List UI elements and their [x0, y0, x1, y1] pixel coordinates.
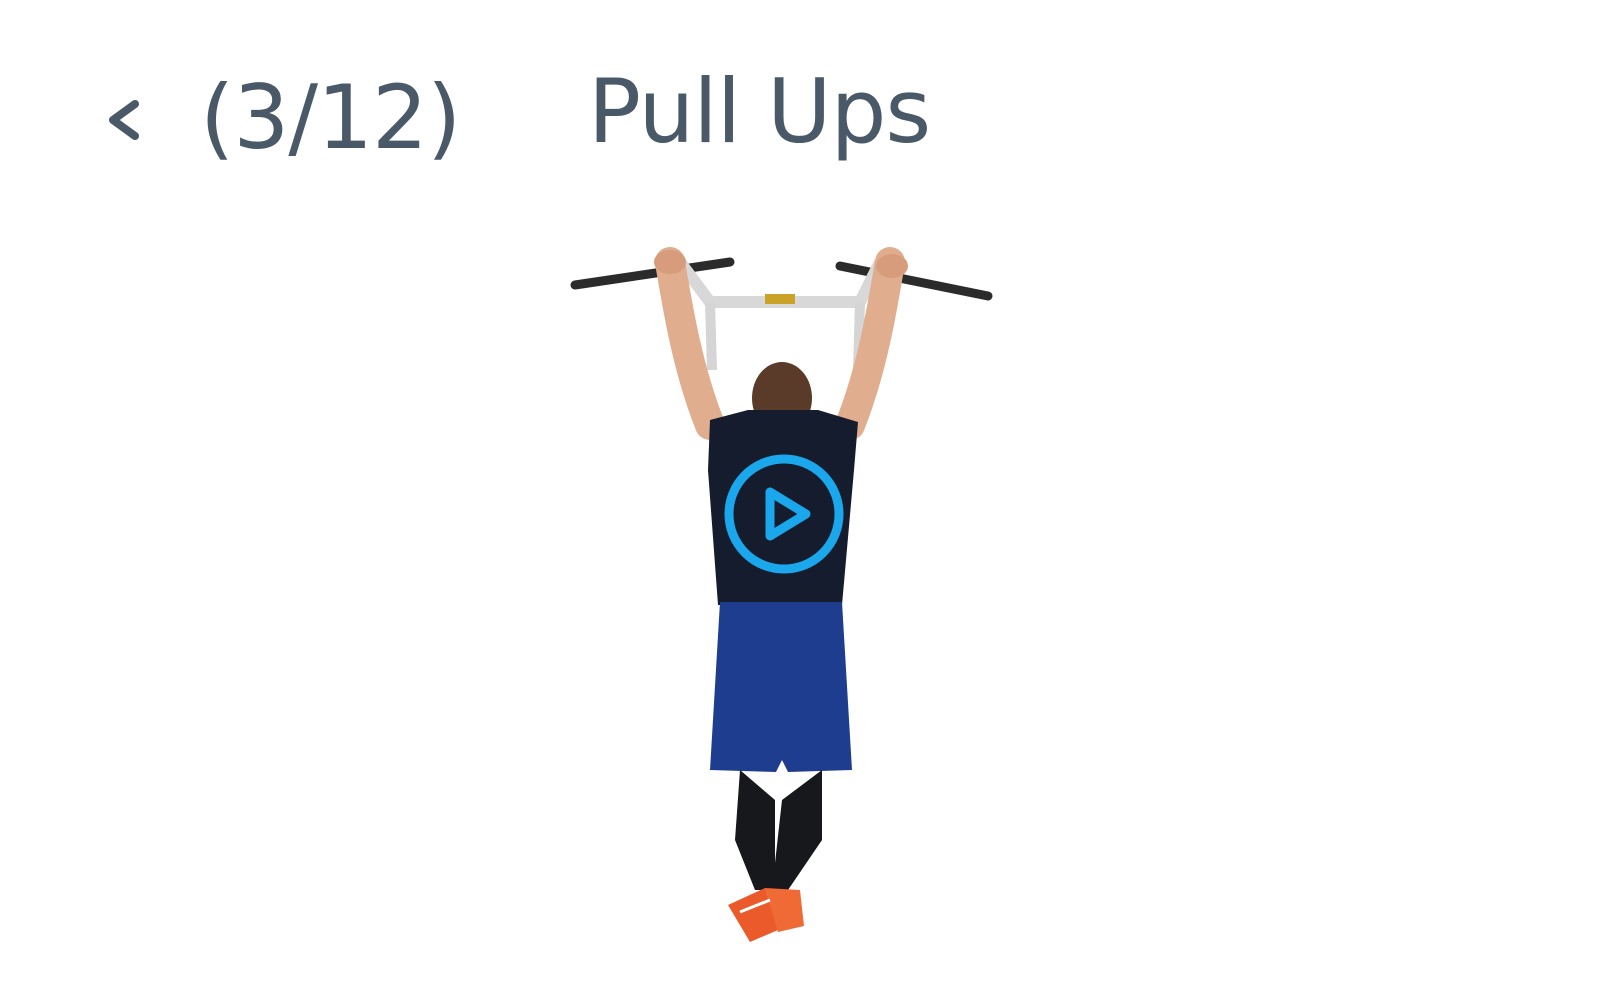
page-title: Pull Ups: [588, 60, 931, 163]
exercise-illustration: [560, 240, 1020, 970]
chevron-left-icon: [109, 100, 139, 140]
exercise-counter: (3/12): [200, 66, 461, 169]
play-video-button[interactable]: [722, 452, 846, 576]
back-button[interactable]: [88, 80, 158, 160]
play-circle-icon: [724, 454, 844, 574]
